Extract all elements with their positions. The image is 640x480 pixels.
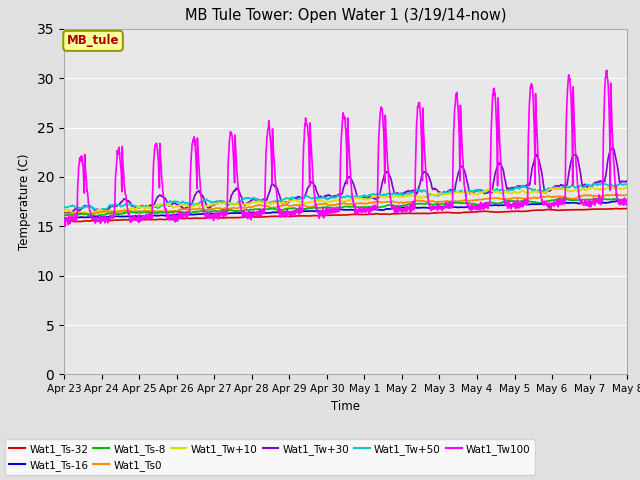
- Legend: Wat1_Ts-32, Wat1_Ts-16, Wat1_Ts-8, Wat1_Ts0, Wat1_Tw+10, Wat1_Tw+30, Wat1_Tw+50,: Wat1_Ts-32, Wat1_Ts-16, Wat1_Ts-8, Wat1_…: [5, 439, 534, 475]
- Text: MB_tule: MB_tule: [67, 35, 119, 48]
- X-axis label: Time: Time: [331, 400, 360, 413]
- Y-axis label: Temperature (C): Temperature (C): [18, 153, 31, 250]
- Title: MB Tule Tower: Open Water 1 (3/19/14-now): MB Tule Tower: Open Water 1 (3/19/14-now…: [185, 9, 506, 24]
